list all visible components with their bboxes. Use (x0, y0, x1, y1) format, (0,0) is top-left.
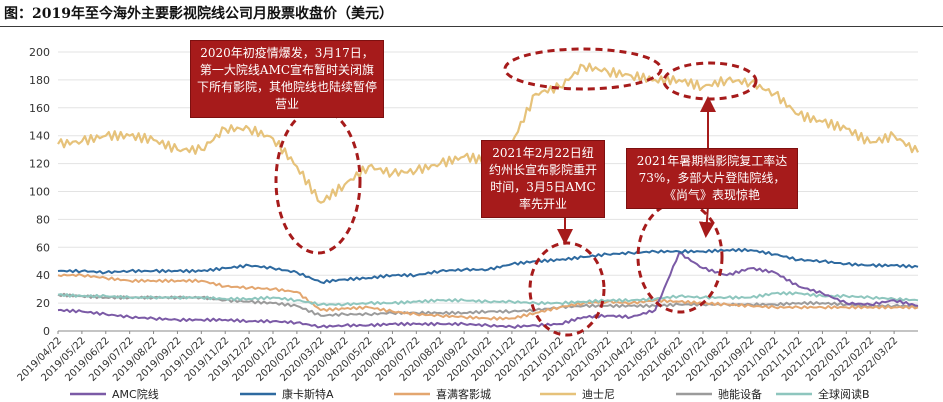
y-tick-label: 100 (29, 186, 50, 199)
highlight-oval (503, 47, 663, 91)
legend-label: 迪士尼 (582, 388, 615, 401)
annotation-summer: 2021年暑期档影院复工率达73%，多部大片登陆院线，《尚气》表现惊艳 (626, 148, 798, 209)
highlight-oval (274, 107, 362, 255)
annotation-covid: 2020年初疫情爆发，3月17日，第一大院线AMC宣布暂时关闭旗下所有影院，其他… (190, 40, 384, 118)
annotation-arrow (698, 205, 715, 238)
y-tick-label: 180 (29, 74, 50, 87)
y-tick-label: 60 (36, 241, 50, 254)
y-tick-label: 160 (29, 102, 50, 115)
legend-label: 全球阅读B (818, 387, 870, 401)
figure-title: 图：2019年至今海外主要影视院线公司月股票收盘价（美元） (4, 6, 393, 22)
y-tick-label: 80 (36, 213, 50, 226)
chart-legend: AMC院线 康卡斯特A 喜满客影城 迪士尼 驰能设备 全球阅读B (70, 387, 870, 401)
y-tick-label: 40 (36, 269, 50, 282)
legend-label: AMC院线 (112, 387, 159, 401)
y-tick-label: 20 (36, 297, 50, 310)
annotation-reopen: 2021年2月22日纽约州长宣布影院重开时间，3月5日AMC率先开业 (481, 140, 605, 218)
series-line-2 (57, 273, 919, 321)
legend-label: 康卡斯特A (282, 387, 334, 401)
y-tick-label: 0 (43, 325, 50, 338)
legend-label: 驰能设备 (718, 387, 762, 401)
x-axis-ticks: 2019/04/222019/05/222019/06/222019/07/22… (16, 331, 900, 384)
stock-price-chart: 0 20 40 60 80 100 120 140 160 180 200 2019/04/2220… (16, 46, 919, 401)
series-line-1 (57, 247, 919, 285)
y-tick-label: 200 (29, 46, 50, 59)
y-tick-label: 140 (29, 130, 50, 143)
series-line-5 (57, 291, 919, 307)
legend-label: 喜满客影城 (436, 387, 491, 401)
series-line-0 (57, 251, 919, 329)
title-divider (0, 26, 943, 27)
y-tick-label: 120 (29, 158, 50, 171)
y-axis-ticks: 0 20 40 60 80 100 120 140 160 180 200 (29, 46, 50, 338)
